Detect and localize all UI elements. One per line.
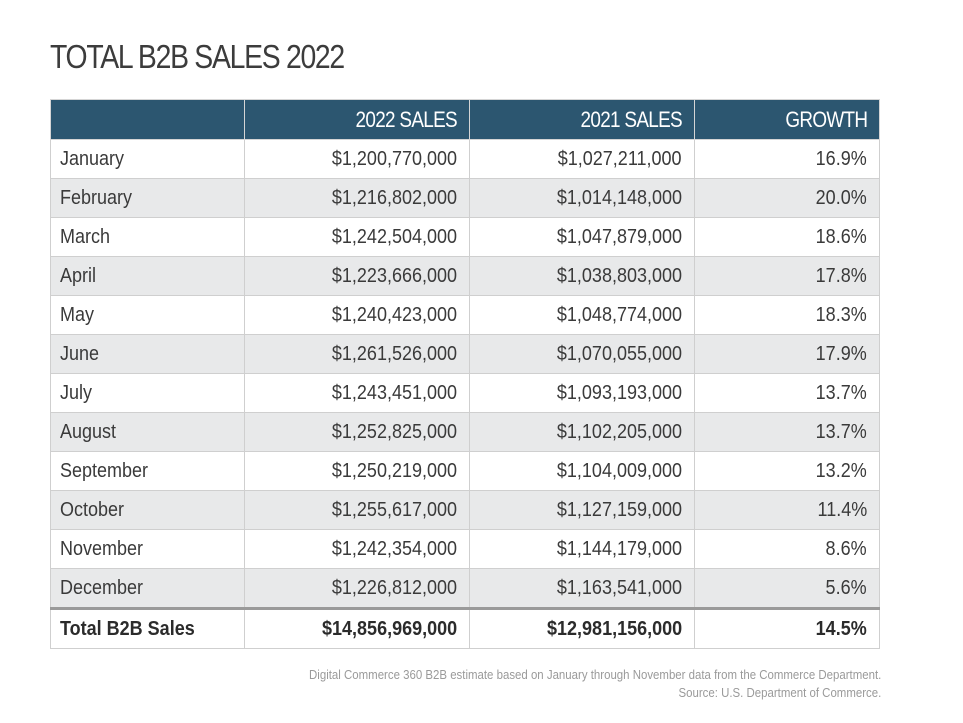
total-row: Total B2B Sales $14,856,969,000 $12,981,15… (50, 607, 880, 649)
sales-2021-cell: $1,047,879,000 (469, 217, 695, 257)
footnote-line: Digital Commerce 360 B2B estimate based … (308, 667, 881, 682)
growth-cell: 11.4% (694, 490, 880, 530)
month-cell: May (50, 295, 245, 335)
table-row: December $1,226,812,000 $1,163,541,000 5.6% (50, 568, 880, 609)
month-cell: September (50, 451, 245, 491)
month-cell: July (50, 373, 245, 413)
growth-cell: 17.8% (694, 256, 880, 296)
sales-table: 2022 SALES 2021 SALES GROWTH January $1,2… (50, 99, 880, 649)
total-sales-2022-cell: $14,856,969,000 (244, 607, 470, 649)
sales-2021-cell: $1,127,159,000 (469, 490, 695, 530)
month-cell: August (50, 412, 245, 452)
growth-cell: 13.7% (694, 373, 880, 413)
sales-2022-cell: $1,240,423,000 (244, 295, 470, 335)
sales-2021-cell: $1,027,211,000 (469, 139, 695, 179)
table-row: May $1,240,423,000 $1,048,774,000 18.3% (50, 295, 880, 335)
sales-2021-cell: $1,163,541,000 (469, 568, 695, 609)
table-row: June $1,261,526,000 $1,070,055,000 17.9% (50, 334, 880, 374)
sales-2022-cell: $1,243,451,000 (244, 373, 470, 413)
sales-2022-cell: $1,216,802,000 (244, 178, 470, 218)
growth-cell: 18.3% (694, 295, 880, 335)
table-row: August $1,252,825,000 $1,102,205,000 13.7% (50, 412, 880, 452)
sales-2022-cell: $1,200,770,000 (244, 139, 470, 179)
month-cell: June (50, 334, 245, 374)
growth-cell: 13.7% (694, 412, 880, 452)
sales-2021-cell: $1,104,009,000 (469, 451, 695, 491)
column-header: 2022 SALES (244, 99, 470, 140)
sales-2021-cell: $1,038,803,000 (469, 256, 695, 296)
sales-2021-cell: $1,070,055,000 (469, 334, 695, 374)
sales-2022-cell: $1,226,812,000 (244, 568, 470, 609)
sales-2021-cell: $1,093,193,000 (469, 373, 695, 413)
sales-2021-cell: $1,102,205,000 (469, 412, 695, 452)
sales-2021-cell: $1,144,179,000 (469, 529, 695, 569)
table-header-row: 2022 SALES 2021 SALES GROWTH (50, 99, 880, 140)
growth-cell: 17.9% (694, 334, 880, 374)
growth-cell: 8.6% (694, 529, 880, 569)
month-cell: February (50, 178, 245, 218)
table-row: July $1,243,451,000 $1,093,193,000 13.7% (50, 373, 880, 413)
footnote: Digital Commerce 360 B2B estimate based … (309, 666, 881, 702)
page-title: TOTAL B2B SALES 2022 (50, 38, 345, 75)
table-row: September $1,250,219,000 $1,104,009,000 13.… (50, 451, 880, 491)
sales-2021-cell: $1,048,774,000 (469, 295, 695, 335)
table-row: October $1,255,617,000 $1,127,159,000 11.4% (50, 490, 880, 530)
growth-cell: 20.0% (694, 178, 880, 218)
month-cell: April (50, 256, 245, 296)
sales-2022-cell: $1,255,617,000 (244, 490, 470, 530)
column-header: GROWTH (694, 99, 880, 140)
source-line: Source: U.S. Department of Commerce. (678, 685, 881, 700)
sales-2022-cell: $1,250,219,000 (244, 451, 470, 491)
sales-2022-cell: $1,261,526,000 (244, 334, 470, 374)
month-cell: January (50, 139, 245, 179)
column-header (50, 99, 245, 140)
total-sales-2021-cell: $12,981,156,000 (469, 607, 695, 649)
month-cell: December (50, 568, 245, 609)
table-row: November $1,242,354,000 $1,144,179,000 8.6% (50, 529, 880, 569)
growth-cell: 5.6% (694, 568, 880, 609)
column-header: 2021 SALES (469, 99, 695, 140)
table-row: January $1,200,770,000 $1,027,211,000 16.9% (50, 139, 880, 179)
month-cell: March (50, 217, 245, 257)
month-cell: November (50, 529, 245, 569)
total-growth-cell: 14.5% (694, 607, 880, 649)
table-row: March $1,242,504,000 $1,047,879,000 18.6% (50, 217, 880, 257)
month-cell: October (50, 490, 245, 530)
table-row: April $1,223,666,000 $1,038,803,000 17.8% (50, 256, 880, 296)
growth-cell: 18.6% (694, 217, 880, 257)
growth-cell: 16.9% (694, 139, 880, 179)
total-month-cell: Total B2B Sales (50, 607, 245, 649)
growth-cell: 13.2% (694, 451, 880, 491)
sales-2022-cell: $1,252,825,000 (244, 412, 470, 452)
table-row: February $1,216,802,000 $1,014,148,000 20.0… (50, 178, 880, 218)
sales-2022-cell: $1,242,354,000 (244, 529, 470, 569)
sales-2022-cell: $1,223,666,000 (244, 256, 470, 296)
sales-2021-cell: $1,014,148,000 (469, 178, 695, 218)
sales-2022-cell: $1,242,504,000 (244, 217, 470, 257)
